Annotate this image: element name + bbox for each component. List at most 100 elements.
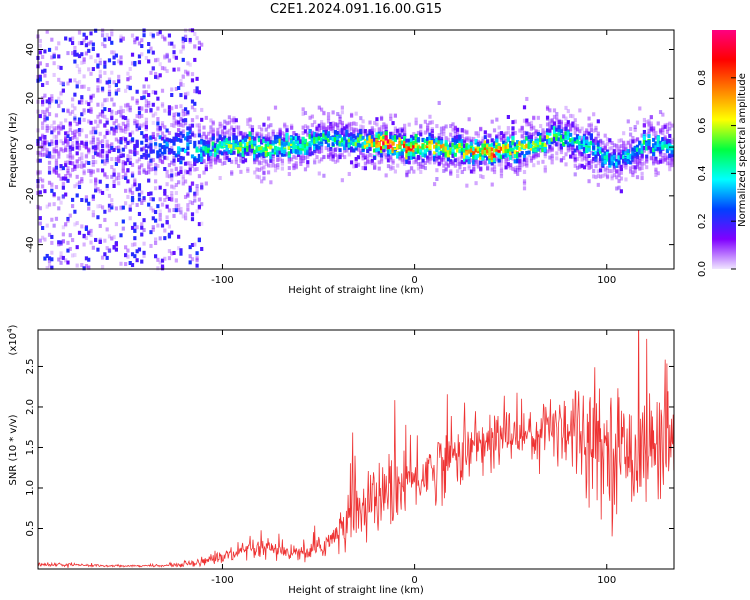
spectrogram-cell bbox=[193, 101, 197, 106]
spectrogram-cell bbox=[177, 127, 181, 132]
spectrogram-cell bbox=[75, 81, 79, 86]
spectrogram-cell bbox=[202, 152, 206, 157]
spectrogram-cell bbox=[343, 132, 347, 137]
spectrogram-cell bbox=[421, 152, 425, 157]
spectrogram-cell bbox=[264, 127, 268, 132]
spectrogram-cell bbox=[68, 149, 72, 154]
spectrogram-cell bbox=[114, 53, 118, 58]
spectrogram-cell bbox=[41, 235, 45, 240]
spectrogram-cell bbox=[435, 138, 439, 143]
spectrogram-cell bbox=[409, 155, 414, 160]
spectrogram-cell bbox=[439, 130, 444, 135]
spectrogram-cell bbox=[112, 127, 116, 132]
spectrogram-cell bbox=[59, 121, 63, 126]
spectrogram-cell bbox=[635, 155, 640, 160]
spectrogram-cell bbox=[539, 148, 543, 153]
spectrogram-cell bbox=[658, 159, 663, 164]
spectrogram-cell bbox=[57, 240, 61, 245]
spectrogram-cell bbox=[403, 127, 407, 132]
spectrogram-cell bbox=[642, 145, 647, 150]
spectrogram-cell bbox=[532, 115, 536, 120]
spectrogram-cell bbox=[68, 78, 72, 83]
spectrogram-cell bbox=[38, 158, 42, 163]
spectrogram-cell bbox=[38, 221, 42, 226]
spectrogram-cell bbox=[522, 154, 527, 159]
spectrogram-cell bbox=[423, 130, 427, 135]
spectrogram-cell bbox=[506, 157, 510, 162]
spectrogram-cell bbox=[107, 208, 112, 213]
spectrogram-cell bbox=[114, 161, 118, 166]
spectrogram-cell bbox=[490, 119, 494, 124]
spectrogram-cell bbox=[361, 142, 365, 147]
spectrogram-cell bbox=[391, 146, 395, 151]
spectrogram-cell bbox=[536, 132, 540, 137]
spectrogram-cell bbox=[605, 141, 610, 146]
spectrogram-cell bbox=[656, 160, 660, 165]
spectrogram-cell bbox=[128, 189, 132, 194]
spectrogram-cell bbox=[303, 167, 308, 172]
spectrogram-cell bbox=[315, 131, 319, 136]
spectrogram-cell bbox=[133, 177, 137, 182]
spectrogram-cell bbox=[262, 136, 266, 141]
spectrogram-cell bbox=[396, 132, 400, 137]
spectrogram-cell bbox=[96, 215, 100, 220]
spectrogram-cell bbox=[652, 126, 656, 131]
spectrogram-cell bbox=[585, 139, 589, 144]
spectrogram-cell bbox=[257, 153, 261, 158]
spectrogram-cell bbox=[54, 216, 59, 221]
spectrogram-cell bbox=[193, 31, 197, 36]
spectrogram-cell bbox=[243, 132, 248, 137]
spectrogram-cell bbox=[349, 132, 354, 137]
spectrogram-cell bbox=[38, 61, 42, 66]
spectrogram-cell bbox=[100, 104, 105, 109]
spectrogram-cell bbox=[324, 136, 328, 141]
spectrogram-cell bbox=[73, 118, 77, 123]
spectrogram-cell bbox=[91, 194, 95, 199]
spectrogram-cell bbox=[89, 71, 93, 76]
spectrogram-cell bbox=[573, 172, 577, 177]
spectrogram-cell bbox=[144, 143, 148, 148]
spectrogram-cell bbox=[564, 116, 568, 121]
spectrogram-cell bbox=[437, 161, 441, 166]
spectrogram-cell bbox=[654, 135, 658, 140]
spectrogram-cell bbox=[548, 144, 552, 149]
spectrogram-cell bbox=[248, 140, 252, 145]
spectrogram-cell bbox=[663, 156, 667, 161]
spectrogram-cell bbox=[326, 124, 331, 129]
spectrogram-cell bbox=[126, 84, 130, 89]
spectrogram-cell bbox=[548, 108, 552, 113]
spectrogram-cell bbox=[232, 150, 236, 155]
spectrogram-cell bbox=[151, 132, 155, 137]
spectrogram-cell bbox=[246, 168, 250, 173]
spectrogram-cell bbox=[234, 157, 238, 162]
spectrogram-cell bbox=[451, 138, 455, 143]
spectrogram-cell bbox=[359, 150, 363, 155]
spectrogram-cell bbox=[142, 250, 146, 255]
spectrogram-cell bbox=[112, 245, 116, 250]
spectrogram-cell bbox=[121, 161, 125, 166]
spectrogram-cell bbox=[73, 132, 77, 137]
spectrogram-cell bbox=[534, 136, 538, 141]
spectrogram-cell bbox=[52, 192, 56, 197]
spectrogram-cell bbox=[160, 223, 165, 228]
spectrogram-cell bbox=[306, 131, 310, 136]
spectrogram-cell bbox=[103, 161, 107, 166]
spectrogram-cell bbox=[306, 125, 310, 130]
spectrogram-cell bbox=[77, 127, 82, 132]
spectrogram-cell bbox=[541, 135, 545, 140]
spectrogram-cell bbox=[462, 143, 467, 148]
spectrogram-cell bbox=[582, 149, 587, 154]
spectrogram-cell bbox=[280, 152, 285, 157]
spectrogram-cell bbox=[580, 157, 584, 162]
spectrogram-cell bbox=[179, 49, 183, 54]
spectrogram-cell bbox=[649, 125, 653, 130]
spectrogram-cell bbox=[649, 115, 653, 120]
spectrogram-cell bbox=[70, 161, 75, 166]
spectrogram-cell bbox=[534, 131, 538, 136]
spectrogram-cell bbox=[292, 131, 296, 136]
spectrogram-cell bbox=[326, 143, 331, 148]
spectrogram-cell bbox=[156, 132, 160, 137]
spectrogram-cell bbox=[656, 121, 660, 126]
spectrogram-cell bbox=[658, 149, 663, 154]
spectrogram-cell bbox=[352, 134, 356, 139]
